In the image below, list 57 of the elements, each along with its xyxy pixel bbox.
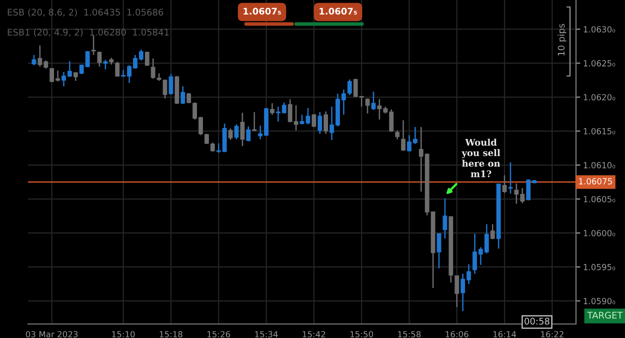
y-tick-label: 1.0615₀ (584, 128, 616, 134)
annotation: Would you sell here on m1? (462, 138, 500, 178)
y-tick-label: 1.0605₀ (584, 196, 616, 202)
candlestick (324, 110, 328, 134)
annotation: 1.0607₅ (244, 8, 281, 15)
y-tick-label: 1.0625₀ (584, 60, 616, 66)
y-tick-label: 1.0620₀ (584, 94, 616, 100)
y-tick-label: 1.0610₀ (584, 162, 616, 168)
x-tick-label: 15:42 (302, 331, 326, 338)
candlestick (312, 113, 316, 128)
x-tick-label: 16:06 (446, 331, 468, 338)
candlestick (97, 51, 102, 68)
candlestick (502, 174, 507, 194)
candlestick (234, 124, 239, 140)
candlestick (32, 54, 36, 66)
x-tick-label: 15:26 (208, 331, 230, 338)
x-tick-label: 15:10 (112, 331, 135, 338)
candlestick (306, 107, 310, 125)
annotation: 00:58 (524, 318, 550, 325)
candlestick (401, 120, 406, 152)
candlestick (454, 275, 460, 308)
x-tick-label: 15:50 (350, 331, 374, 338)
annotation: 10 pips (558, 24, 566, 56)
ref-line-label: 1.06075 (579, 178, 612, 184)
candlestick (318, 111, 322, 134)
x-tick-label: 15:58 (398, 331, 421, 338)
x-tick-label: 15:18 (160, 331, 182, 338)
candlestick (270, 102, 274, 116)
x-tick-label: 16:22 (541, 331, 564, 338)
candlestick (168, 73, 174, 96)
annotation: ESB (20, 8.6, 2) 1.06435 1.05686 (8, 8, 164, 17)
candlestick (490, 224, 495, 240)
text: TARGET (587, 312, 623, 319)
candlestick (508, 162, 513, 194)
candlestick (91, 34, 96, 56)
y-tick-label: 1.0600₀ (584, 230, 616, 236)
y-tick-label: 1.0595₀ (584, 264, 616, 270)
candlestick (180, 86, 186, 105)
candlestick (300, 114, 304, 125)
x-tick-label: 15:34 (255, 331, 278, 338)
candlestick (115, 61, 120, 78)
x-tick-label: 16:14 (493, 331, 516, 338)
annotation: ESB1 (20, 4.9, 2) 1.06280 1.05841 (8, 28, 169, 37)
candlestick (436, 233, 442, 269)
candlestick (347, 78, 352, 96)
candlestick (103, 59, 108, 70)
x-tick-label: 03 Mar 2023 (26, 331, 78, 338)
candlestick (240, 112, 245, 147)
y-tick-label: 1.0630₀ (584, 26, 616, 32)
candlestick (162, 78, 168, 100)
candlestick (228, 128, 233, 141)
y-tick-label: 1.0590₀ (584, 298, 616, 304)
candlestick (442, 198, 448, 240)
annotation: 1.0607₅ (320, 8, 357, 15)
candlestick (144, 51, 150, 67)
candlestick (252, 111, 257, 132)
candlestick (246, 126, 251, 142)
